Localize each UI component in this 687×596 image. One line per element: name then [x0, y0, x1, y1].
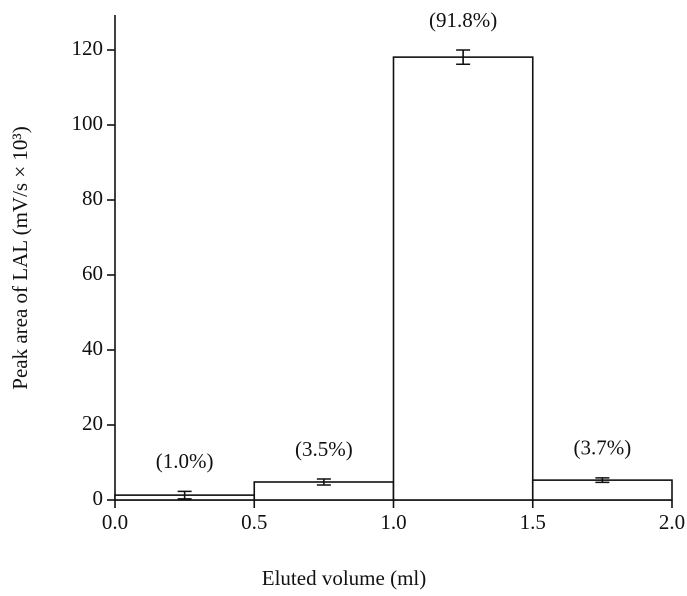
y-axis-label: Peak area of LAL (mV/s × 10³) — [8, 126, 32, 389]
x-tick-label: 2.0 — [659, 510, 685, 534]
error-bar — [595, 477, 610, 484]
y-tick-label: 60 — [82, 261, 103, 285]
annotation: (3.7%) — [574, 436, 632, 460]
bar — [392, 56, 534, 501]
y-tick-label: 20 — [82, 411, 103, 435]
error-bar — [177, 490, 192, 500]
x-tick-label: 0.0 — [102, 510, 128, 534]
error-bar — [456, 49, 471, 66]
annotation: (3.5%) — [295, 437, 353, 461]
y-tick-label: 0 — [93, 486, 104, 510]
x-tick-label: 1.5 — [520, 510, 546, 534]
error-bar — [316, 478, 331, 486]
x-tick-label: 1.0 — [380, 510, 406, 534]
annotation: (91.8%) — [429, 8, 497, 32]
y-tick-label: 80 — [82, 186, 103, 210]
x-axis-label: Eluted volume (ml) — [262, 566, 426, 590]
y-tick-label: 40 — [82, 336, 103, 360]
y-tick-label: 100 — [72, 111, 104, 135]
y-tick-label: 120 — [72, 36, 104, 60]
x-tick-label: 0.5 — [241, 510, 267, 534]
annotation: (1.0%) — [156, 449, 214, 473]
